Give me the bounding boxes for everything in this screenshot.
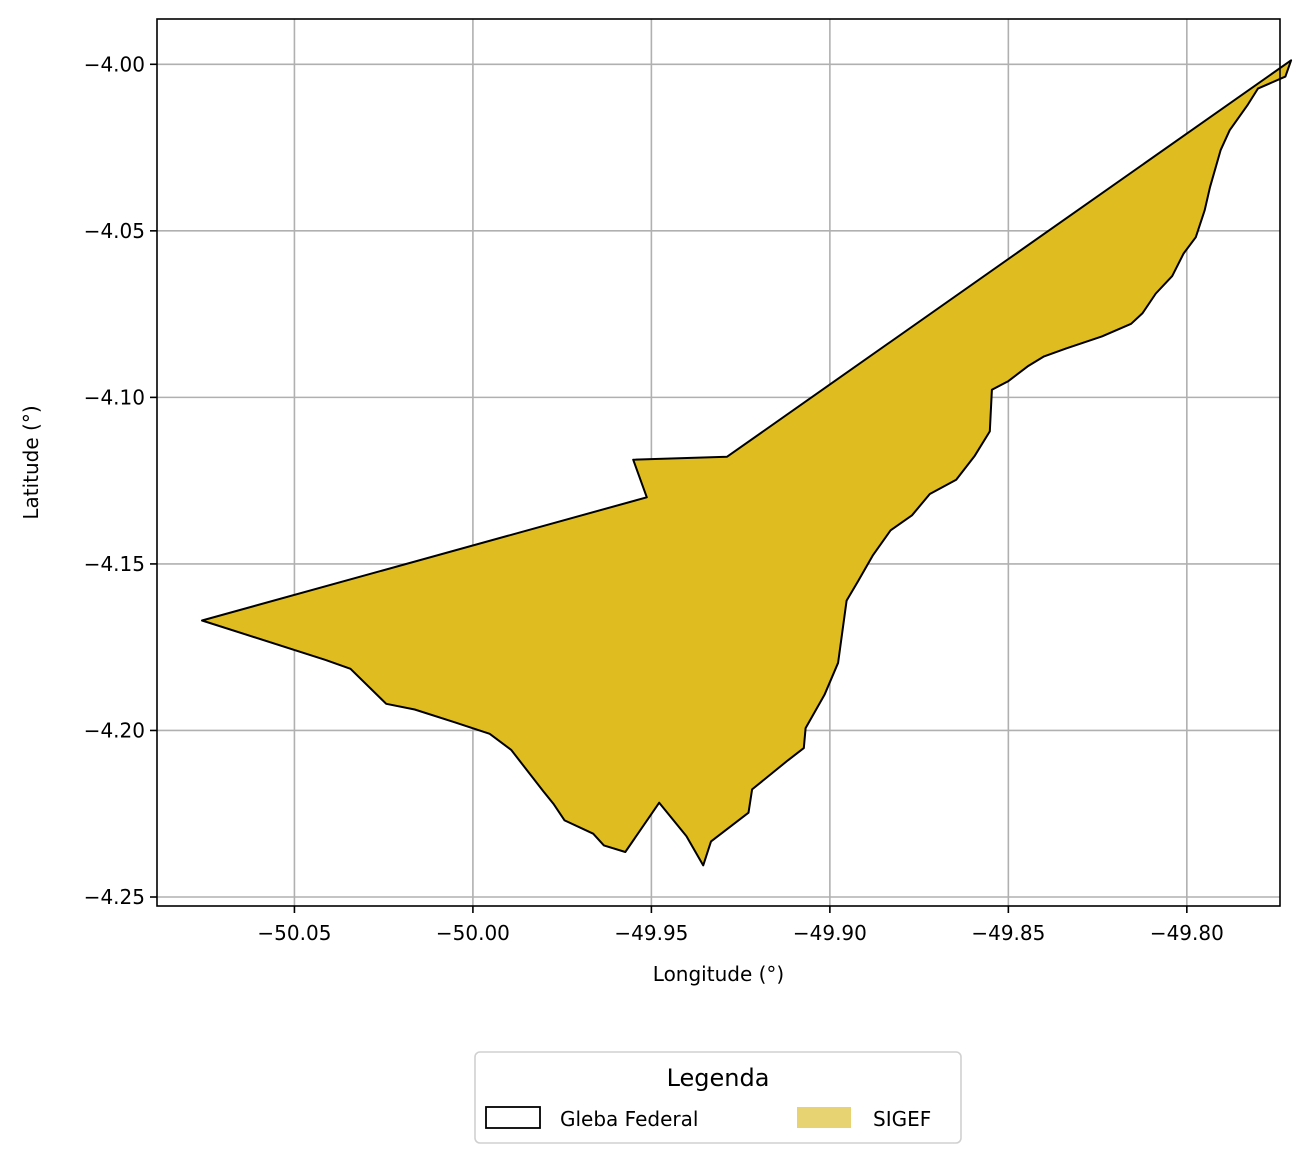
axes-frame bbox=[156, 18, 1281, 907]
y-tick-label: −4.20 bbox=[84, 718, 145, 742]
y-axis-label: Latitude (°) bbox=[19, 405, 43, 519]
x-tick-label: −50.00 bbox=[436, 921, 510, 945]
y-tick-label: −4.25 bbox=[84, 885, 145, 909]
x-tick-label: −49.95 bbox=[614, 921, 688, 945]
legend-title: Legenda bbox=[667, 1064, 770, 1092]
legend: Legenda Gleba Federal SIGEF bbox=[474, 1051, 962, 1144]
x-tick-label: −49.80 bbox=[1150, 921, 1224, 945]
x-tick-label: −49.90 bbox=[793, 921, 867, 945]
map-layer bbox=[201, 59, 1293, 867]
x-tick-label: −49.85 bbox=[971, 921, 1045, 945]
legend-swatch-sigef bbox=[797, 1107, 851, 1128]
y-tick-label: −4.05 bbox=[84, 219, 145, 243]
y-tick-label: −4.15 bbox=[84, 552, 145, 576]
x-tick-label: −50.05 bbox=[257, 921, 331, 945]
x-axis: −50.05 −50.00 −49.95 −49.90 −49.85 −49.80 bbox=[257, 906, 1224, 945]
x-axis-label: Longitude (°) bbox=[653, 962, 784, 986]
legend-label-gleba-federal: Gleba Federal bbox=[560, 1107, 698, 1131]
gleba-federal-polygon bbox=[201, 59, 1293, 867]
y-tick-label: −4.00 bbox=[84, 52, 145, 76]
legend-swatch-gleba-federal bbox=[485, 1106, 541, 1129]
legend-label-sigef: SIGEF bbox=[873, 1107, 931, 1131]
y-tick-label: −4.10 bbox=[84, 385, 145, 409]
y-axis: −4.00 −4.05 −4.10 −4.15 −4.20 −4.25 bbox=[84, 52, 157, 909]
